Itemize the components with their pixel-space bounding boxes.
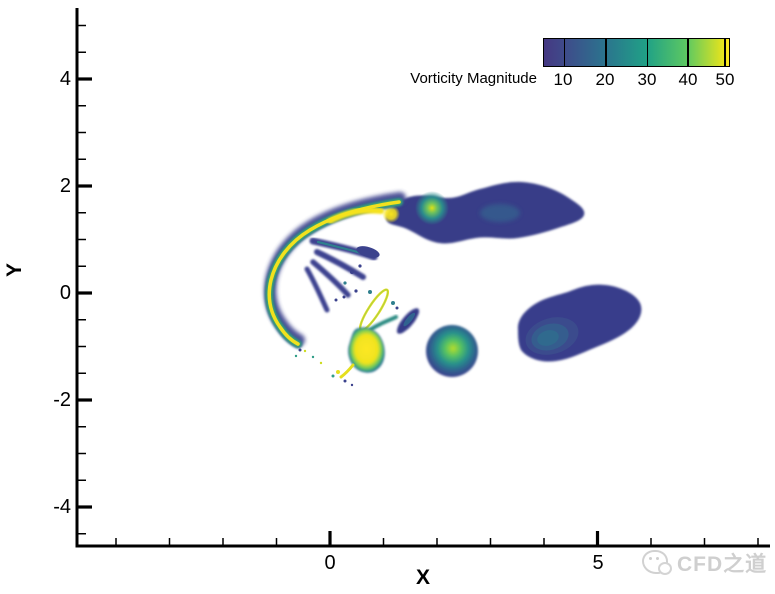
legend-title: Vorticity Magnitude [410, 70, 537, 87]
legend-tick-10: 10 [553, 70, 573, 89]
contour-field [264, 181, 642, 387]
y-axis-title: Y [3, 262, 27, 278]
speck [391, 301, 395, 305]
arc-yellow-ridge [327, 207, 384, 224]
y-axis [75, 8, 92, 548]
legend-tick-50: 50 [715, 70, 735, 89]
axes [75, 8, 770, 548]
y-tick-label-0: 0 [59, 282, 71, 304]
x-tick-label-0: 0 [324, 552, 336, 574]
band-teal-core [480, 204, 520, 222]
feature-braid-filaments [304, 237, 380, 313]
speck [395, 306, 399, 310]
legend-tick-30: 30 [637, 70, 657, 89]
colorbar-divider-20 [605, 39, 607, 66]
watermark-text: CFD之道 [677, 553, 768, 576]
x-axis-title: X [415, 566, 430, 589]
colorbar-divider-30 [646, 39, 649, 66]
watermark: CFD之道 [642, 548, 767, 578]
cfd-logo-icon [642, 548, 672, 578]
y-tick-label-2: 2 [59, 175, 71, 197]
feature-circular-vortex [426, 325, 478, 377]
feature-downstream-wake-blob [517, 284, 642, 362]
colorbar-divider-10 [563, 39, 566, 66]
y-tick-label-4: 4 [59, 68, 71, 90]
colorbar-divider-50 [724, 39, 726, 66]
leaf-link-arm [368, 315, 398, 332]
y-tick-label--4: -4 [53, 496, 71, 518]
x-axis [75, 531, 770, 548]
feature-rolled-vortex [294, 327, 385, 387]
colorbar-divider-40 [687, 39, 689, 66]
band-hot-neck [382, 205, 400, 223]
legend-tick-20: 20 [595, 70, 615, 89]
feature-detached-sliver [396, 308, 420, 334]
colorbar [543, 38, 730, 67]
legend-tick-40: 40 [678, 70, 698, 89]
x-tick-label-5: 5 [592, 552, 604, 574]
feature-upper-wake-band [382, 181, 585, 244]
band-green-core [415, 191, 449, 225]
y-tick-label--2: -2 [53, 389, 71, 411]
feature-shear-layer-arc [264, 192, 406, 349]
